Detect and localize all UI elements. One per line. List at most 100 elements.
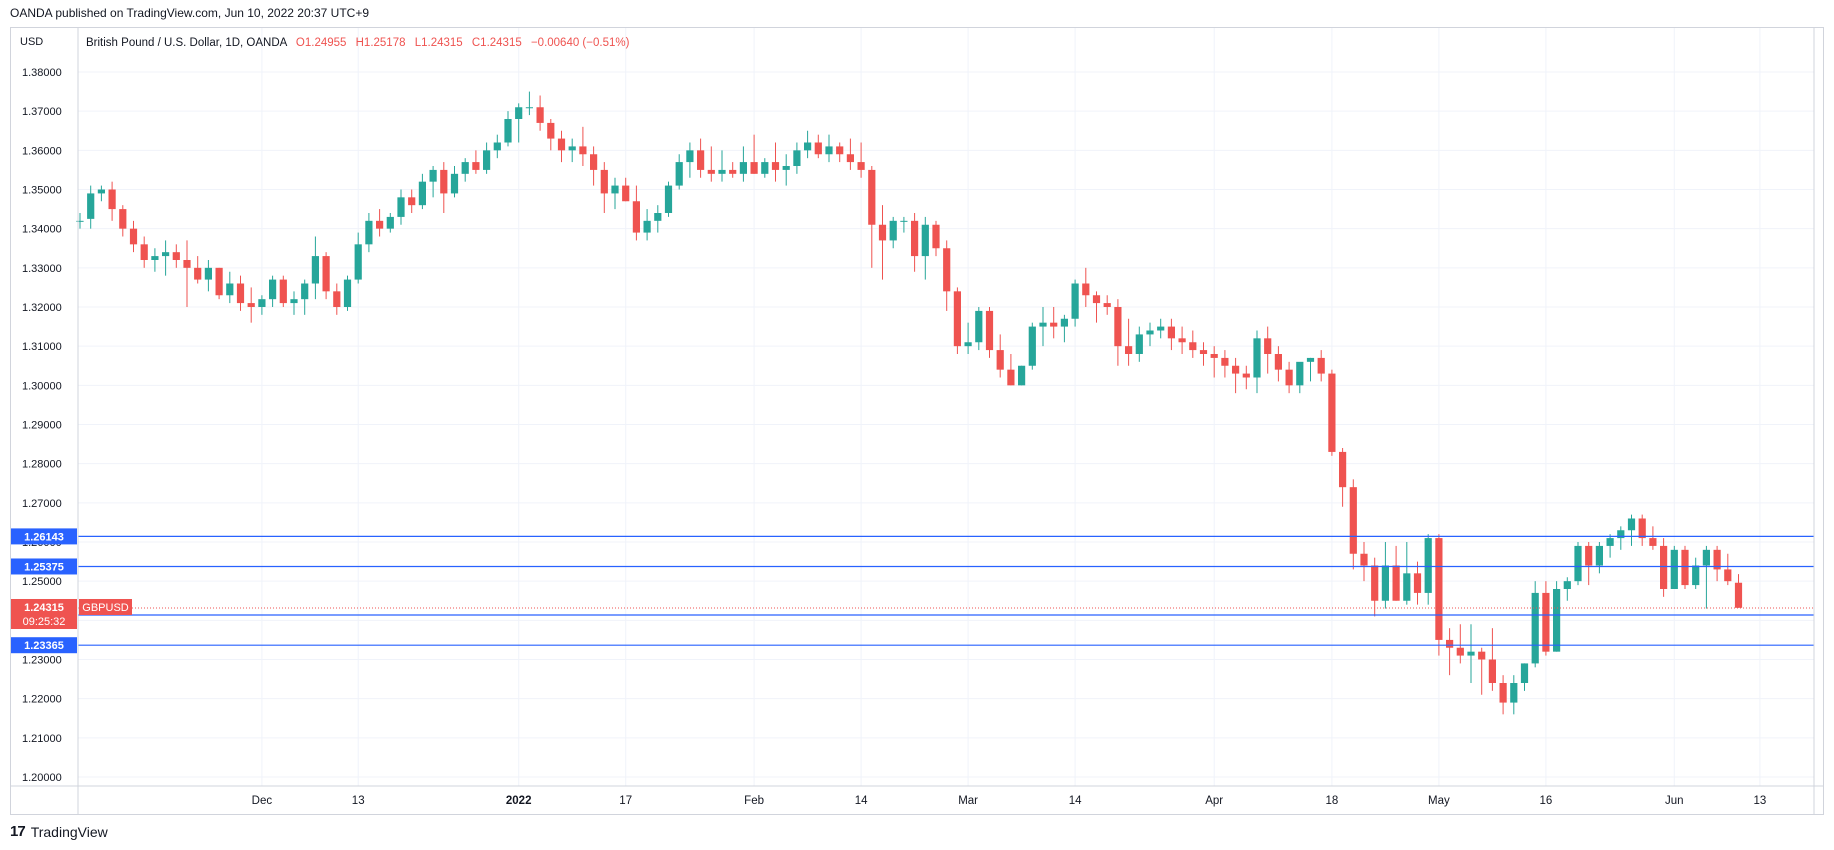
candle-body	[911, 220, 919, 257]
candle-body	[932, 224, 940, 249]
candle	[1103, 295, 1111, 315]
candle-body	[450, 173, 459, 194]
time-tick-label: 18	[1326, 795, 1339, 807]
candle-body	[1232, 365, 1240, 374]
candle-body	[943, 248, 951, 292]
candle-body	[1585, 545, 1593, 566]
candle	[504, 111, 512, 147]
candle	[1125, 318, 1133, 366]
footer-brand[interactable]: 17 TradingView	[10, 823, 108, 840]
candle-body	[290, 299, 298, 304]
candle-body	[825, 146, 833, 155]
candle-body	[1617, 530, 1625, 539]
candle	[1542, 581, 1550, 656]
candle-body	[1274, 354, 1282, 370]
candle	[1563, 577, 1571, 601]
price-line-value: 1.26143	[24, 531, 64, 543]
candle	[697, 138, 705, 178]
symbol-tag	[79, 598, 132, 615]
time-tick-label: 14	[1069, 795, 1082, 807]
candle-body	[247, 303, 255, 307]
candle-body	[1114, 307, 1122, 347]
candle	[1510, 675, 1518, 715]
price-axis[interactable]: 1.200001.210001.220001.230001.240001.250…	[22, 67, 62, 784]
candle-body	[1018, 365, 1026, 386]
candle	[782, 154, 790, 186]
candle-body	[1317, 357, 1325, 374]
candle-body	[1670, 549, 1678, 589]
candle	[1381, 542, 1389, 609]
candle-body	[1488, 659, 1496, 683]
candle-body	[654, 213, 662, 221]
legend-open: O1.24955	[296, 37, 347, 49]
price-line-tag	[11, 528, 77, 545]
candle	[1499, 675, 1507, 715]
candle	[836, 142, 844, 163]
candle-body	[1446, 639, 1454, 648]
candle	[1317, 350, 1325, 382]
candle	[376, 209, 384, 237]
price-tick-label: 1.20000	[22, 772, 62, 784]
candle	[814, 134, 822, 159]
candle	[269, 275, 277, 307]
candle-body	[964, 342, 972, 347]
footer-brand-label: TradingView	[30, 823, 108, 840]
candle-body	[1724, 569, 1732, 582]
candle	[868, 166, 876, 268]
candle	[226, 271, 234, 304]
candle	[632, 185, 640, 241]
candle	[718, 150, 726, 182]
candle	[1488, 628, 1496, 691]
price-tick-label: 1.32000	[22, 302, 62, 314]
candle	[301, 279, 309, 315]
candle	[1392, 545, 1400, 601]
candle	[408, 189, 416, 213]
candle	[1296, 361, 1304, 394]
candle-body	[1253, 338, 1261, 378]
candle-body	[1713, 549, 1721, 570]
candle-body	[868, 169, 876, 225]
candle	[686, 142, 694, 178]
time-axis[interactable]: Dec13202217Feb14Mar14Apr18May16Jun1323	[252, 795, 1834, 807]
candle	[1071, 279, 1079, 327]
candle	[643, 209, 651, 241]
price-tick-label: 1.37000	[22, 106, 62, 118]
candle	[1360, 542, 1368, 582]
candle-body	[675, 162, 683, 186]
price-tick-label: 1.31000	[22, 341, 62, 353]
candle-body	[975, 310, 983, 343]
candle-body	[408, 197, 416, 206]
candle-body	[739, 162, 747, 174]
horizontal-lines[interactable]	[78, 535, 1814, 646]
candle-body	[1649, 538, 1657, 546]
candle-body	[707, 169, 715, 174]
candle	[194, 256, 202, 284]
candle	[1039, 307, 1047, 347]
candle-body	[1702, 549, 1710, 566]
candle-body	[1157, 326, 1165, 331]
price-labels: 1.261431.253751.241371.233651.2431509:25…	[11, 528, 132, 654]
candle	[290, 291, 298, 315]
candle	[1092, 291, 1101, 323]
candle	[1403, 542, 1411, 605]
candle-body	[590, 154, 598, 170]
candle-body	[1542, 592, 1550, 652]
legend-change: −0.00640 (−0.51%)	[531, 37, 630, 49]
candle-body	[1478, 651, 1486, 660]
candle-body	[921, 224, 929, 257]
candle-body	[697, 150, 705, 170]
candle	[258, 295, 266, 315]
candle	[1210, 346, 1218, 378]
candle-body	[1199, 350, 1208, 354]
candle-body	[525, 107, 533, 109]
candle-body	[1531, 592, 1539, 664]
candle	[825, 134, 833, 163]
candle	[311, 236, 319, 300]
candle	[846, 138, 854, 170]
candle	[162, 240, 170, 276]
candle	[964, 322, 972, 354]
candle	[1146, 322, 1154, 347]
candle	[1328, 369, 1336, 456]
candle-body	[1595, 545, 1603, 566]
